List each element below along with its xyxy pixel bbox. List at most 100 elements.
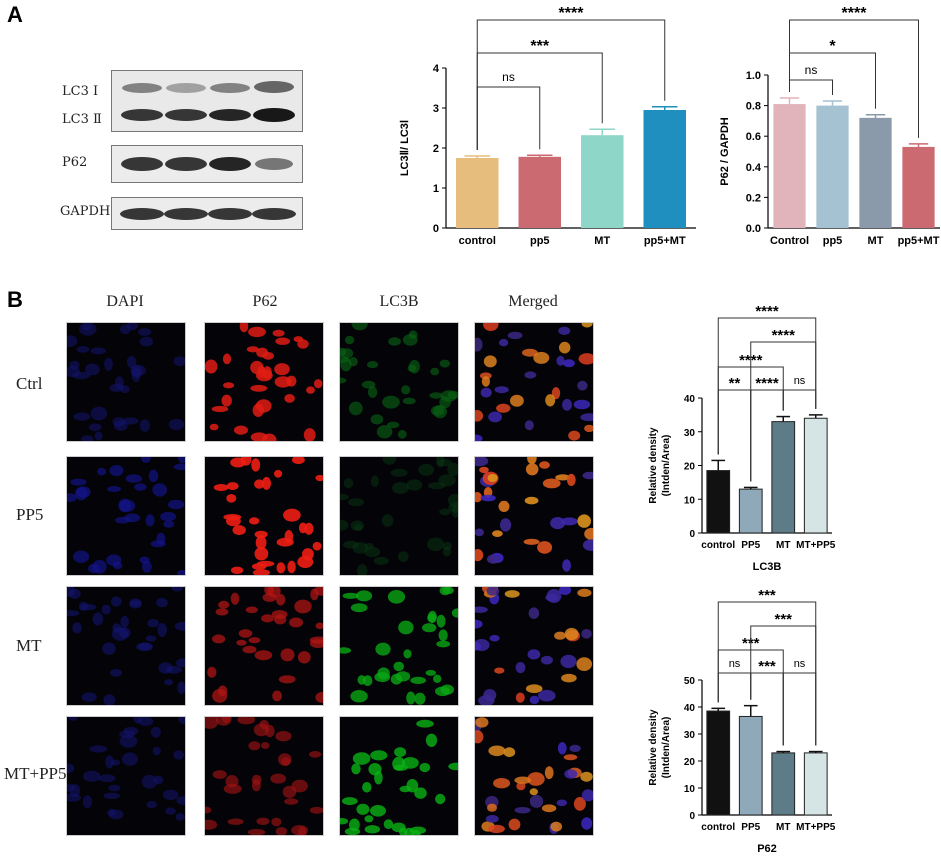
b2-ytick-label: 20 xyxy=(684,757,696,768)
b2-bracket-label-4: *** xyxy=(774,611,792,628)
row-head-ctrl: Ctrl xyxy=(16,374,43,393)
b1-bracket-label-5: **** xyxy=(755,303,779,320)
a2-ytick-label: 0.8 xyxy=(746,101,761,113)
a2-ytick-label: 0.2 xyxy=(746,192,761,204)
b1-bar-3 xyxy=(803,417,828,534)
a2-ytick-label: 0.6 xyxy=(746,131,761,143)
a1-bracket-label-0: ns xyxy=(502,70,515,84)
a1-bracket-label-2: **** xyxy=(559,5,585,22)
if-tile-mt-pp5-lc3b xyxy=(335,716,465,841)
row-head-pp5: PP5 xyxy=(16,505,44,524)
blot-label-p62: P62 xyxy=(62,155,88,170)
if-tile-pp5-dapi xyxy=(63,451,190,577)
col-head-dapi: DAPI xyxy=(106,293,144,310)
a2-bar-2 xyxy=(859,117,892,228)
b2-ylabel: Relative density xyxy=(648,709,659,786)
if-tile-mt-pp5-p62 xyxy=(199,711,324,840)
if-tile-mt-pp5-merged xyxy=(471,716,595,836)
b1-bar-1 xyxy=(738,488,763,534)
b1-ylabel-2: (Intden/Area) xyxy=(661,435,672,497)
b1-bracket-label-1: **** xyxy=(755,375,779,392)
b2-xtick-label-2: MT xyxy=(776,822,790,833)
panel-letter-b: B xyxy=(7,287,23,312)
if-tile-ctrl-merged xyxy=(468,318,598,443)
b2-xtick-label-0: control xyxy=(701,822,735,833)
b1-ytick-label: 0 xyxy=(689,529,695,540)
b2-bar-0 xyxy=(706,710,731,816)
a2-bar-3 xyxy=(902,146,935,228)
b1-bracket-2 xyxy=(782,389,817,411)
a1-ytick-label: 3 xyxy=(433,103,439,115)
b2-ytick-label: 30 xyxy=(684,730,696,741)
b2-ylabel-2: (Intden/Area) xyxy=(661,717,672,779)
if-tile-pp5-merged xyxy=(470,451,601,576)
b1-xtick-label-3: MT+PP5 xyxy=(796,540,836,551)
b1-bar-2 xyxy=(771,421,796,534)
a2-xtick-label-2: MT xyxy=(868,235,884,247)
a1-ytick-label: 1 xyxy=(433,183,439,195)
b2-bracket-label-0: ns xyxy=(729,658,741,670)
b2-bracket-0 xyxy=(717,672,752,703)
a2-bracket-2 xyxy=(789,19,919,138)
b2-ytick-label: 0 xyxy=(689,811,695,822)
b1-xtick-label-1: PP5 xyxy=(741,540,760,551)
if-tile-mt-dapi xyxy=(62,583,192,706)
b1-xlabel: LC3B xyxy=(753,561,782,573)
b2-bracket-label-2: ns xyxy=(794,658,806,670)
b2-xlabel: P62 xyxy=(757,843,777,855)
b2-xtick-label-1: PP5 xyxy=(741,822,760,833)
a1-bar-1 xyxy=(518,156,561,228)
a2-bar-1 xyxy=(816,105,849,228)
b2-bracket-5 xyxy=(717,601,817,746)
b2-bar-2 xyxy=(771,752,796,816)
a2-bracket-label-0: ns xyxy=(805,63,818,77)
if-tile-ctrl-p62 xyxy=(204,320,324,447)
a1-bracket-label-1: *** xyxy=(530,38,549,55)
b2-bracket-label-5: *** xyxy=(758,587,776,604)
panel-letter-a: A xyxy=(7,2,23,27)
if-tile-mt-p62 xyxy=(204,584,331,706)
blot-strip-p62 xyxy=(111,145,303,183)
a1-xtick-label-2: MT xyxy=(594,235,610,247)
a2-xtick-label-1: pp5 xyxy=(823,235,843,247)
col-head-merged: Merged xyxy=(508,293,558,310)
a2-xtick-label-0: Control xyxy=(770,235,809,247)
if-tile-mt-pp5-dapi xyxy=(60,710,192,836)
b1-xtick-label-2: MT xyxy=(776,540,790,551)
if-tile-ctrl-lc3b xyxy=(333,316,460,442)
blot-label-gapdh: GAPDH xyxy=(60,204,111,219)
if-tile-mt-lc3b xyxy=(336,585,464,706)
b2-bar-1 xyxy=(738,715,763,816)
b1-xtick-label-0: control xyxy=(701,540,735,551)
b1-bracket-label-2: ns xyxy=(794,375,806,387)
b1-bracket-label-4: **** xyxy=(772,327,796,344)
blot-strip-lc3 xyxy=(111,70,303,132)
chart-lc3b-density: 0 10 20 30 40 Relative density (Intden/Area) co… xyxy=(648,303,836,573)
b2-ytick-label: 50 xyxy=(684,676,696,687)
b1-ytick-label: 40 xyxy=(684,394,696,405)
a2-ylabel: P62 / GAPDH xyxy=(719,117,731,186)
a1-bracket-2 xyxy=(476,19,666,150)
a1-bar-0 xyxy=(456,158,499,228)
a1-xtick-label-3: pp5+MT xyxy=(644,235,686,247)
a1-bar-3 xyxy=(643,110,686,228)
a2-ytick-label: 0.4 xyxy=(746,162,762,174)
chart-p62-gapdh: 0.0 0.2 0.4 0.6 0.8 1.0 P62 / GAPDH Control pp5 M… xyxy=(719,5,940,247)
b2-bar-3 xyxy=(803,752,828,816)
a1-bar-2 xyxy=(581,135,624,228)
b1-ytick-label: 30 xyxy=(684,428,696,439)
row-head-mt: MT xyxy=(16,636,42,655)
a1-xtick-label-0: control xyxy=(459,235,496,247)
b2-xtick-label-3: MT+PP5 xyxy=(796,822,836,833)
b2-ytick-label: 10 xyxy=(684,784,696,795)
a1-ytick-label: 2 xyxy=(433,143,439,155)
a1-ytick-label: 4 xyxy=(433,63,440,75)
row-head-mt-pp5: MT+PP5 xyxy=(4,764,67,783)
a1-ytick-label: 0 xyxy=(433,223,439,235)
col-head-p62: P62 xyxy=(252,293,278,310)
b1-bracket-label-0: ** xyxy=(729,375,741,392)
chart-p62-density: 0 10 20 30 40 50 Relative density (Intden/Area)… xyxy=(648,587,836,855)
if-tile-pp5-lc3b xyxy=(332,452,466,578)
col-head-lc3b: LC3B xyxy=(379,293,419,310)
